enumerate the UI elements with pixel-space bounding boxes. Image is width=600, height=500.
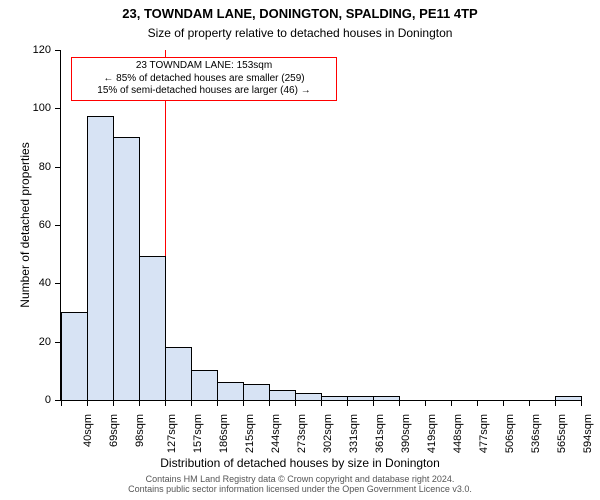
xtick-mark xyxy=(477,400,478,406)
xtick-label: 594sqm xyxy=(582,414,594,453)
annotation-box: 23 TOWNDAM LANE: 153sqm← 85% of detached… xyxy=(71,57,337,101)
xtick-label: 215sqm xyxy=(244,414,256,453)
xtick-label: 127sqm xyxy=(166,414,178,453)
xtick-label: 536sqm xyxy=(530,414,542,453)
xtick-label: 69sqm xyxy=(108,414,120,447)
ytick-mark xyxy=(55,283,61,284)
ytick-label: 40 xyxy=(39,277,51,289)
xtick-mark xyxy=(243,400,244,406)
xtick-label: 390sqm xyxy=(400,414,412,453)
xtick-mark xyxy=(373,400,374,406)
histogram-bar xyxy=(165,347,192,401)
histogram-bar xyxy=(217,382,244,401)
xtick-mark xyxy=(529,400,530,406)
xtick-mark xyxy=(139,400,140,406)
xtick-mark xyxy=(113,400,114,406)
xtick-mark xyxy=(165,400,166,406)
xtick-mark xyxy=(269,400,270,406)
xtick-label: 361sqm xyxy=(374,414,386,453)
annotation-line: 23 TOWNDAM LANE: 153sqm xyxy=(76,60,332,73)
ytick-label: 120 xyxy=(33,44,51,56)
xtick-label: 40sqm xyxy=(82,414,94,447)
xtick-mark xyxy=(451,400,452,406)
xtick-mark xyxy=(425,400,426,406)
xtick-mark xyxy=(581,400,582,406)
xtick-mark xyxy=(555,400,556,406)
xtick-label: 186sqm xyxy=(218,414,230,453)
ytick-mark xyxy=(55,167,61,168)
xtick-label: 448sqm xyxy=(452,414,464,453)
histogram-bar xyxy=(555,396,582,400)
ytick-label: 60 xyxy=(39,219,51,231)
xtick-label: 98sqm xyxy=(134,414,146,447)
xtick-label: 331sqm xyxy=(348,414,360,453)
xtick-mark xyxy=(295,400,296,406)
histogram-bar xyxy=(321,396,348,400)
plot-area: 23 TOWNDAM LANE: 153sqm← 85% of detached… xyxy=(60,50,581,401)
xtick-label: 565sqm xyxy=(556,414,568,453)
histogram-bar xyxy=(295,393,322,400)
chart-container: { "chart": { "type": "histogram", "title… xyxy=(0,0,600,500)
histogram-bar xyxy=(373,396,400,400)
histogram-bar xyxy=(243,384,270,400)
histogram-bar xyxy=(61,312,88,401)
xtick-label: 273sqm xyxy=(296,414,308,453)
annotation-line: 15% of semi-detached houses are larger (… xyxy=(76,85,332,98)
annotation-line: ← 85% of detached houses are smaller (25… xyxy=(76,73,332,86)
xtick-mark xyxy=(191,400,192,406)
chart-subtitle: Size of property relative to detached ho… xyxy=(0,26,600,40)
ytick-label: 0 xyxy=(45,394,51,406)
xtick-label: 244sqm xyxy=(270,414,282,453)
ytick-label: 100 xyxy=(33,102,51,114)
histogram-bar xyxy=(139,256,166,400)
histogram-bar xyxy=(269,390,296,400)
ytick-label: 20 xyxy=(39,336,51,348)
histogram-bar xyxy=(113,137,140,401)
attribution-text: Contains HM Land Registry data © Crown c… xyxy=(0,474,600,494)
attribution-line-1: Contains HM Land Registry data © Crown c… xyxy=(0,474,600,484)
xtick-mark xyxy=(399,400,400,406)
attribution-line-2: Contains public sector information licen… xyxy=(0,484,600,494)
xtick-mark xyxy=(61,400,62,406)
xtick-label: 477sqm xyxy=(478,414,490,453)
xtick-mark xyxy=(217,400,218,406)
chart-title: 23, TOWNDAM LANE, DONINGTON, SPALDING, P… xyxy=(0,6,600,21)
xtick-mark xyxy=(321,400,322,406)
xtick-label: 506sqm xyxy=(504,414,516,453)
ytick-label: 80 xyxy=(39,161,51,173)
x-axis-label: Distribution of detached houses by size … xyxy=(0,456,600,470)
xtick-mark xyxy=(503,400,504,406)
xtick-mark xyxy=(87,400,88,406)
xtick-mark xyxy=(347,400,348,406)
ytick-mark xyxy=(55,50,61,51)
histogram-bar xyxy=(87,116,114,400)
histogram-bar xyxy=(191,370,218,400)
ytick-mark xyxy=(55,225,61,226)
xtick-label: 302sqm xyxy=(322,414,334,453)
xtick-label: 419sqm xyxy=(426,414,438,453)
histogram-bar xyxy=(347,396,374,400)
xtick-label: 157sqm xyxy=(192,414,204,453)
ytick-mark xyxy=(55,108,61,109)
